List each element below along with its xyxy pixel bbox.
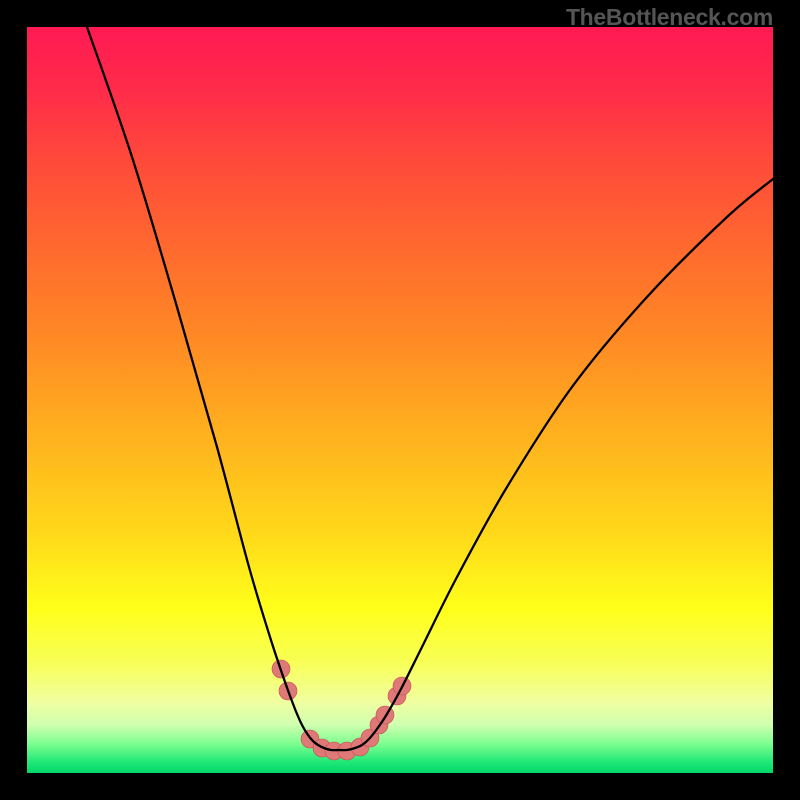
left-curve <box>87 27 339 750</box>
right-curve <box>339 179 773 750</box>
curves-layer <box>27 27 773 773</box>
plot-area <box>27 27 773 773</box>
watermark-text: TheBottleneck.com <box>566 4 773 31</box>
chart-frame: TheBottleneck.com <box>0 0 800 800</box>
